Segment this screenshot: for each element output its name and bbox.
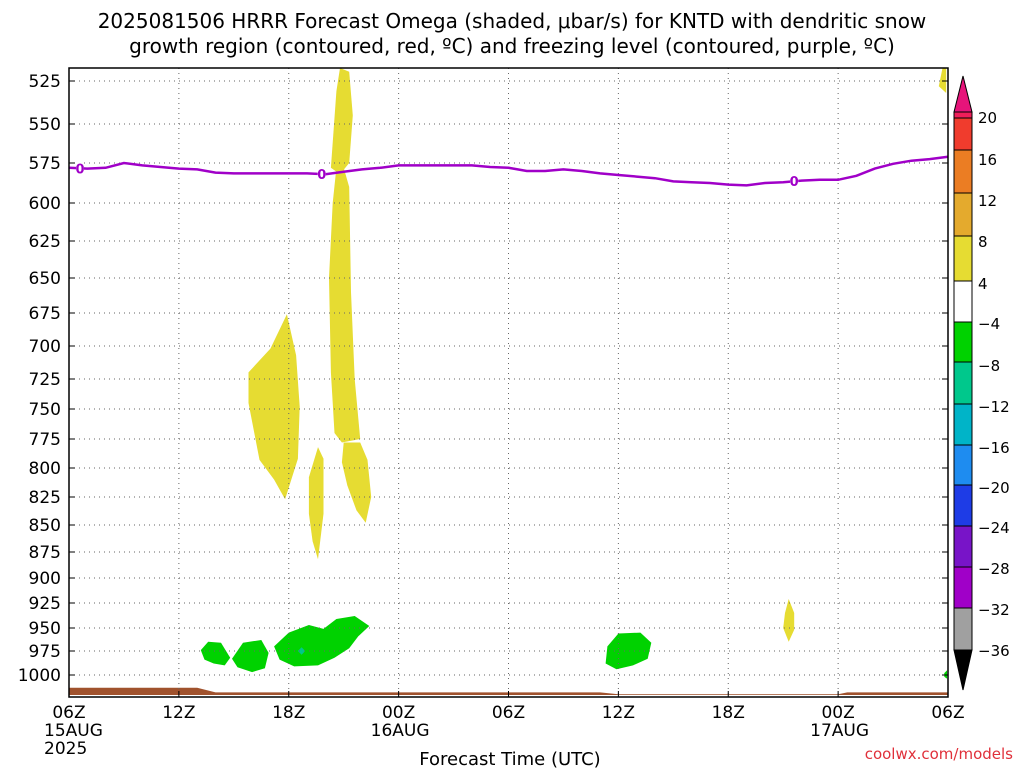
shaded-region-7 (200, 641, 231, 666)
grid-lines (69, 68, 948, 697)
freezing-label-bg-2 (790, 175, 799, 188)
colorbar-label-3: 8 (978, 233, 988, 251)
y-tick-label-9: 750 (29, 400, 61, 420)
colorbar-swatch-13 (953, 607, 973, 651)
colorbar-swatch-0 (953, 111, 973, 119)
x-tick-label-8: 06Z (931, 703, 964, 723)
x-tick-date-7: 17AUG (810, 721, 869, 741)
y-tick-label-16: 925 (29, 594, 61, 614)
y-tick-label-0: 525 (29, 72, 61, 92)
shaded-region-11 (605, 632, 652, 670)
colorbar-label-9: −20 (978, 479, 1010, 497)
colorbar-swatch-6 (953, 321, 973, 363)
colorbar-swatch-8 (953, 403, 973, 446)
x-tick-label-1: 12Z (162, 703, 195, 723)
x-tick-label-2: 18Z (272, 703, 305, 723)
freezing-label-0: 0 (75, 162, 84, 177)
y-tick-label-12: 825 (29, 488, 61, 508)
y-tick-label-5: 650 (29, 269, 61, 289)
site-credit: coolwx.com/models (865, 745, 1013, 763)
colorbar-swatch-1 (953, 117, 973, 151)
chart-title-line-1: 2025081506 HRRR Forecast Omega (shaded, … (97, 9, 927, 33)
x-tick-year-0: 2025 (44, 739, 87, 759)
colorbar-bottom-arrow (953, 649, 973, 691)
axes: 525 550 575 600 625 650 675 700 725 750 775 800 825 8… (18, 67, 965, 759)
y-tick-label-4: 625 (29, 232, 61, 252)
colorbar-swatch-9 (953, 444, 973, 486)
y-tick-label-8: 725 (29, 370, 61, 390)
colorbar-label-8: −16 (978, 439, 1010, 457)
shaded-region-8 (232, 640, 269, 673)
chart-title-line-2: growth region (contoured, red, ºC) and f… (129, 34, 895, 58)
x-tick-label-5: 12Z (602, 703, 635, 723)
freezing-level-line (68, 155, 949, 187)
y-tick-label-19: 1000 (18, 666, 61, 686)
shaded-regions (200, 68, 948, 679)
x-tick-label-6: 18Z (712, 703, 745, 723)
colorbar-swatch-7 (953, 361, 973, 405)
x-tick-date-3: 16AUG (371, 721, 430, 741)
x-tick-date-0: 15AUG (44, 721, 103, 741)
x-axis-label: Forecast Time (UTC) (419, 749, 600, 768)
y-tick-label-7: 700 (29, 337, 61, 357)
y-tick-label-13: 850 (29, 516, 61, 536)
colorbar-swatch-3 (953, 192, 973, 237)
y-tick-label-3: 600 (29, 194, 61, 214)
freezing-label-2: 0 (790, 175, 799, 190)
shaded-region-0 (248, 314, 300, 500)
x-tick-label-7: 00Z (821, 703, 854, 723)
y-tick-label-15: 900 (29, 569, 61, 589)
y-tick-label-1: 550 (29, 115, 61, 135)
y-tick-label-10: 775 (29, 430, 61, 450)
colorbar-swatch-10 (953, 484, 973, 527)
y-tick-label-6: 675 (29, 304, 61, 324)
shaded-region-2 (329, 167, 361, 443)
shaded-region-9 (274, 616, 370, 667)
shaded-region-1 (330, 68, 353, 175)
colorbar: 20 16 12 8 4 −4 −8 −12 −16 −20 −24 −28 −32 −36 (953, 75, 1010, 691)
shaded-region-3 (341, 442, 372, 523)
colorbar-label-1: 16 (978, 151, 997, 169)
freezing-label-bg-1 (317, 168, 326, 181)
colorbar-label-6: −8 (978, 357, 1000, 375)
colorbar-swatch-5 (953, 280, 973, 323)
colorbar-label-13: −36 (978, 642, 1010, 660)
colorbar-swatch-12 (953, 566, 973, 609)
colorbar-label-12: −32 (978, 601, 1010, 619)
colorbar-swatch-11 (953, 525, 973, 568)
shaded-region-4 (308, 447, 324, 560)
freezing-label-1: 0 (317, 168, 326, 183)
colorbar-swatch-2 (953, 149, 973, 194)
freezing-label-bg-0 (75, 162, 84, 175)
shaded-region-12 (944, 670, 948, 679)
colorbar-label-11: −28 (978, 560, 1010, 578)
x-tick-label-0: 06Z (52, 703, 85, 723)
colorbar-top-arrow (953, 75, 973, 113)
colorbar-label-5: −4 (978, 315, 1000, 333)
colorbar-swatch-4 (953, 235, 973, 282)
shaded-region-10 (297, 647, 306, 655)
y-tick-label-11: 800 (29, 459, 61, 479)
x-tick-label-3: 00Z (382, 703, 415, 723)
colorbar-label-7: −12 (978, 398, 1010, 416)
colorbar-label-0: 20 (978, 109, 997, 127)
y-tick-label-17: 950 (29, 619, 61, 639)
plot-frame (68, 67, 949, 698)
y-tick-label-2: 575 (29, 154, 61, 174)
y-tick-label-14: 875 (29, 543, 61, 563)
freezing-level-layer: 0 0 0 (68, 155, 949, 190)
colorbar-label-10: −24 (978, 519, 1010, 537)
shaded-region-5 (783, 599, 795, 642)
y-tick-label-18: 975 (29, 642, 61, 662)
x-tick-label-4: 06Z (492, 703, 525, 723)
colorbar-label-4: 4 (978, 275, 988, 293)
colorbar-label-2: 12 (978, 192, 997, 210)
